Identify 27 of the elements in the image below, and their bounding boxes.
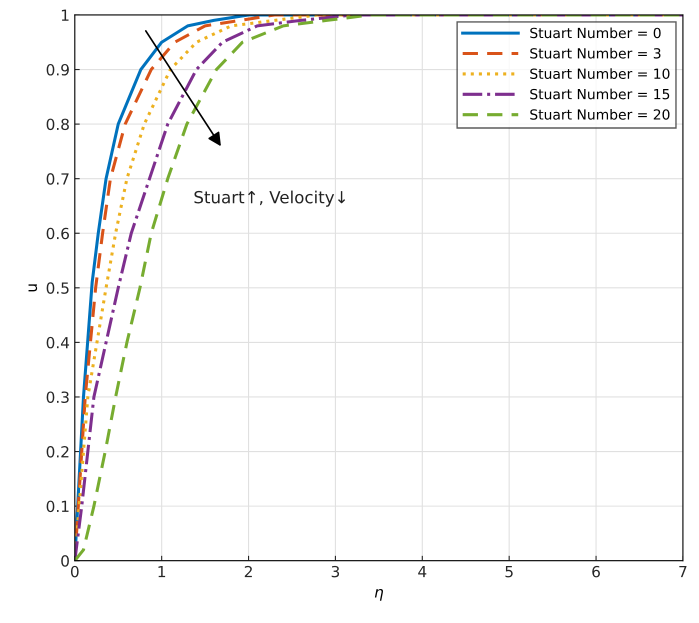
legend-label: Stuart Number = 20 bbox=[530, 108, 670, 120]
y-tick-label: 0.9 bbox=[46, 64, 69, 76]
y-tick-label: 0.5 bbox=[46, 282, 69, 294]
x-tick-label: 4 bbox=[418, 566, 426, 578]
legend-label: Stuart Number = 0 bbox=[530, 27, 661, 38]
annotation: Stuart↑, Velocity↓ bbox=[194, 190, 346, 207]
y-axis-title: u bbox=[28, 284, 38, 292]
legend-label: Stuart Number = 15 bbox=[530, 88, 670, 100]
y-tick-label: 0.2 bbox=[46, 446, 68, 458]
x-tick-label: 5 bbox=[505, 566, 513, 578]
y-tick-label: 0.1 bbox=[46, 500, 69, 512]
legend-label: Stuart Number = 3 bbox=[530, 48, 660, 59]
y-tick-label: 0.8 bbox=[46, 118, 69, 130]
y-tick-label: 0.7 bbox=[46, 173, 69, 185]
legend-label: Stuart Number = 10 bbox=[530, 68, 670, 79]
x-tick-label: 1 bbox=[158, 566, 166, 578]
y-tick-label: 0.6 bbox=[46, 228, 69, 240]
x-tick-label: 6 bbox=[592, 566, 600, 578]
x-tick-label: 0 bbox=[70, 566, 79, 578]
y-tick-label: 0.3 bbox=[46, 391, 69, 403]
x-tick-label: 7 bbox=[679, 566, 686, 578]
y-tick-label: 0.4 bbox=[46, 336, 70, 348]
x-tick-label: 3 bbox=[332, 566, 340, 578]
x-axis-title: η bbox=[374, 588, 383, 601]
x-tick-label: 2 bbox=[244, 566, 252, 578]
y-tick-label: 0 bbox=[61, 555, 69, 567]
y-tick-label: 1 bbox=[62, 10, 69, 21]
